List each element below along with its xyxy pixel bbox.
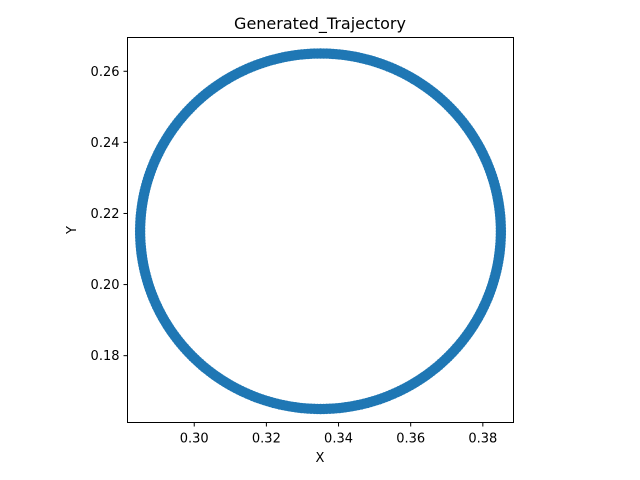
chart-title: Generated_Trajectory [234,14,406,34]
y-tick-label: 0.22 [91,207,120,222]
x-tick-label: 0.30 [180,432,209,447]
y-tick-label: 0.20 [91,278,120,293]
x-axis-ticks: 0.30 0.32 0.34 0.36 0.38 [180,422,497,447]
y-axis-ticks: 0.18 0.20 0.22 0.24 0.26 [91,65,128,364]
x-axis-label: X [316,451,325,466]
plot-marks [134,48,507,415]
y-tick-label: 0.26 [91,65,120,80]
y-axis-label: Y [65,226,80,235]
x-tick-label: 0.38 [468,432,497,447]
x-tick-label: 0.36 [396,432,425,447]
x-tick-label: 0.32 [252,432,281,447]
plot-area-frame [127,37,514,423]
data-point [495,229,507,240]
x-tick-label: 0.34 [324,432,353,447]
y-tick-label: 0.18 [91,349,120,364]
y-tick-label: 0.24 [91,136,120,151]
